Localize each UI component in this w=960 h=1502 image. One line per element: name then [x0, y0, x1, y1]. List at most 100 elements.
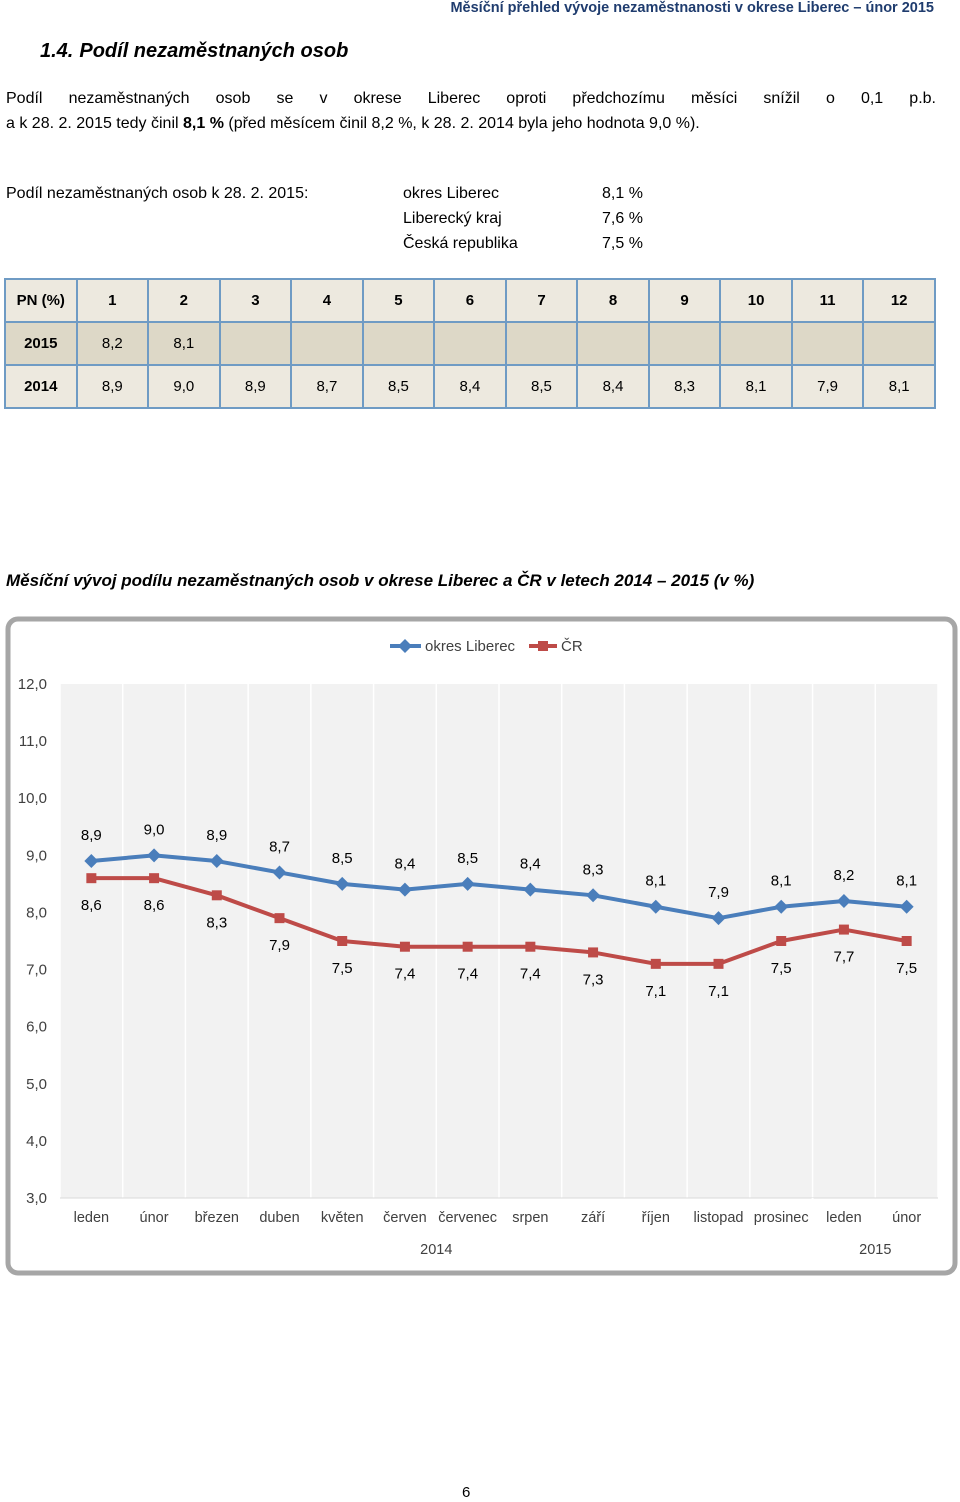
year-label: 2014	[420, 1242, 452, 1258]
x-tick-label: prosinec	[754, 1210, 809, 1226]
x-tick-label: únor	[140, 1210, 169, 1226]
table-header-cell: PN (%)	[4, 278, 78, 323]
line-chart: 3,0 4,0 5,0 6,0 7,0 8,0 9,0 10,0 11,0 12,0 leden ún…	[5, 616, 958, 1276]
legend-label: ČR	[561, 638, 583, 655]
section-number: 1.4.	[40, 40, 74, 62]
data-label: 8,1	[896, 873, 917, 890]
data-label: 7,1	[645, 983, 666, 1000]
table-row: 2014 8,9 9,0 8,9 8,7 8,5 8,4 8,5 8,4 8,3…	[4, 364, 936, 409]
x-tick-label: srpen	[512, 1210, 548, 1226]
data-label: 9,0	[144, 821, 165, 838]
x-tick-label: květen	[321, 1210, 364, 1226]
data-label: 8,7	[269, 838, 290, 855]
data-label: 8,3	[206, 914, 227, 931]
data-label: 8,1	[771, 873, 792, 890]
summary-row-value: 7,6 %	[602, 210, 643, 227]
table-header-cell: 10	[719, 278, 793, 323]
data-point	[272, 865, 287, 880]
data-point	[147, 848, 162, 863]
table-cell	[433, 321, 507, 366]
data-point	[899, 899, 914, 914]
series-line-okres-liberec	[91, 853, 907, 921]
table-cell: 8,1	[862, 364, 936, 409]
table-header-cell: 12	[862, 278, 936, 323]
summary-row-name: Liberecký kraj	[403, 210, 502, 227]
data-point	[460, 876, 475, 891]
table-header-cell: 9	[647, 278, 722, 323]
y-tick-label: 9,0	[26, 847, 47, 864]
data-label: 8,5	[332, 850, 353, 867]
year-label: 2015	[859, 1242, 891, 1258]
x-tick-label: listopad	[694, 1210, 744, 1226]
table-header-cell: 2	[147, 278, 221, 323]
table-cell	[361, 321, 436, 366]
table-header-cell: 4	[290, 278, 364, 323]
y-tick-label: 3,0	[26, 1190, 47, 1207]
section-title: Podíl nezaměstnaných osob	[79, 40, 349, 62]
data-point	[901, 936, 912, 946]
data-point	[523, 882, 538, 897]
data-point	[838, 924, 849, 935]
x-tick-label: únor	[892, 1210, 921, 1226]
table-cell: 8,1	[147, 321, 221, 366]
y-tick-label: 7,0	[26, 962, 47, 979]
x-tick-label: březen	[195, 1210, 239, 1226]
intro-line-1: Podíl nezaměstnaných osob se v okrese Li…	[6, 90, 936, 107]
data-point	[525, 941, 536, 952]
data-label: 7,1	[708, 983, 729, 1000]
table-cell: 8,9	[218, 364, 293, 409]
table-header-cell: 3	[218, 278, 293, 323]
data-point	[209, 854, 224, 869]
data-point	[337, 936, 348, 946]
y-tick-label: 12,0	[18, 676, 47, 693]
data-label: 8,4	[520, 856, 541, 873]
data-point	[335, 876, 350, 891]
data-label: 8,5	[457, 850, 478, 867]
chart-container: 3,0 4,0 5,0 6,0 7,0 8,0 9,0 10,0 11,0 12,0 leden ún…	[5, 616, 958, 1278]
table-cell: 8,3	[647, 364, 722, 409]
summary-row-value: 7,5 %	[602, 235, 643, 252]
x-tick-label: leden	[826, 1210, 861, 1226]
data-label: 8,1	[645, 873, 666, 890]
table-cell: 8,4	[433, 364, 507, 409]
data-label: 8,4	[394, 856, 415, 873]
data-point	[397, 882, 412, 897]
table-header-cell: 8	[576, 278, 650, 323]
table-header-row: PN (%) 1 2 3 4 5 6 7 8 9 10 11 12	[4, 278, 936, 323]
table-cell: 8,9	[75, 364, 150, 409]
data-point	[711, 911, 726, 926]
table-cell: 8,1	[719, 364, 793, 409]
document-header-title: Měsíční přehled vývoje nezaměstnanosti v…	[450, 0, 934, 16]
table-row: 2015 8,2 8,1	[4, 321, 936, 366]
table-cell	[862, 321, 936, 366]
data-label: 7,9	[269, 937, 290, 954]
data-point	[648, 899, 663, 914]
table-cell-year: 2014	[4, 364, 78, 409]
y-tick-label: 11,0	[19, 733, 47, 750]
table-cell-year: 2015	[4, 321, 78, 366]
data-label: 7,9	[708, 884, 729, 901]
x-tick-label: říjen	[642, 1210, 670, 1226]
chart-caption: Měsíční vývoj podílu nezaměstnaných osob…	[6, 571, 755, 590]
table-header-cell: 6	[433, 278, 507, 323]
data-label: 8,9	[81, 827, 102, 844]
table-cell	[218, 321, 293, 366]
y-tick-label: 5,0	[26, 1076, 47, 1093]
intro-paragraph: Podíl nezaměstnaných osob se v okrese Li…	[6, 86, 936, 136]
intro-line-2: a k 28. 2. 2015 tedy činil 8,1 % (před m…	[6, 111, 936, 136]
data-label: 7,5	[771, 960, 792, 977]
table-cell: 8,4	[576, 364, 650, 409]
data-point	[462, 941, 473, 952]
data-point	[836, 894, 851, 909]
data-label: 7,7	[833, 949, 854, 966]
data-label: 7,4	[394, 966, 415, 983]
summary-label: Podíl nezaměstnaných osob k 28. 2. 2015:	[6, 185, 309, 202]
data-label: 8,2	[833, 867, 854, 884]
table-cell: 8,5	[504, 364, 579, 409]
data-label: 7,4	[520, 966, 541, 983]
data-point	[650, 958, 661, 969]
table-cell	[790, 321, 865, 366]
x-tick-label: duben	[259, 1210, 299, 1226]
summary-row-name: okres Liberec	[403, 185, 500, 202]
data-label: 7,5	[332, 960, 353, 977]
